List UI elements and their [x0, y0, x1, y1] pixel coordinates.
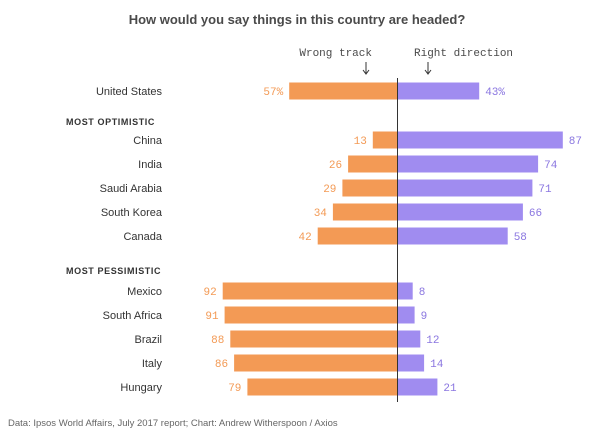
bar-wrong-track [348, 155, 398, 173]
value-label-wrong: 26 [329, 160, 342, 172]
value-label-right: 71 [538, 184, 552, 196]
value-label-wrong: 13 [354, 136, 367, 148]
value-label-right: 87 [569, 136, 582, 148]
arrow-down-icon [362, 62, 370, 75]
bar-right-direction [397, 155, 539, 173]
category-label: Mexico [127, 286, 162, 298]
bar-right-direction [397, 179, 533, 197]
category-label: South Korea [101, 207, 163, 219]
value-label-wrong: 88 [211, 335, 224, 347]
bar-wrong-track [372, 131, 398, 149]
value-label-wrong: 92 [203, 287, 216, 299]
value-label-right: 66 [529, 208, 542, 220]
bar-right-direction [397, 82, 480, 100]
category-label: Canada [123, 231, 162, 243]
value-label-right: 9 [421, 311, 428, 323]
value-label-wrong: 42 [298, 232, 311, 244]
legend-wrong-track: Wrong track [299, 48, 372, 60]
bar-wrong-track [234, 354, 398, 372]
bar-right-direction [397, 354, 425, 372]
bar-right-direction [397, 203, 523, 221]
bar-wrong-track [230, 330, 398, 348]
category-label: Saudi Arabia [100, 183, 163, 195]
value-label-wrong: 57% [263, 87, 283, 99]
bar-wrong-track [222, 282, 398, 300]
section-label: MOST OPTIMISTIC [66, 117, 155, 127]
value-label-wrong: 79 [228, 383, 241, 395]
value-label-right: 21 [443, 383, 457, 395]
source-note: Data: Ipsos World Affairs, July 2017 rep… [8, 418, 338, 429]
bar-wrong-track [332, 203, 398, 221]
bars-layer: United States 57% 43% MOST OPTIMISTIC China 1… [66, 82, 582, 396]
chart-title: How would you say things in this country… [129, 12, 466, 27]
bar-right-direction [397, 282, 413, 300]
value-label-right: 14 [430, 359, 444, 371]
legend-right-direction: Right direction [414, 48, 513, 60]
value-label-right: 8 [419, 287, 426, 299]
bar-wrong-track [317, 227, 398, 245]
value-label-wrong: 86 [215, 359, 228, 371]
category-label: China [133, 135, 163, 147]
category-label: India [138, 159, 163, 171]
bar-right-direction [397, 330, 421, 348]
value-label-wrong: 91 [205, 311, 219, 323]
value-label-right: 43% [485, 87, 505, 99]
value-label-right: 58 [514, 232, 527, 244]
bar-wrong-track [289, 82, 398, 100]
bar-wrong-track [342, 179, 398, 197]
arrow-down-icon [424, 62, 432, 75]
value-label-wrong: 29 [323, 184, 336, 196]
category-label: Hungary [120, 382, 162, 394]
bar-right-direction [397, 306, 415, 324]
bar-right-direction [397, 378, 438, 396]
bar-right-direction [397, 227, 508, 245]
value-label-right: 74 [544, 160, 558, 172]
value-label-wrong: 34 [314, 208, 328, 220]
bar-right-direction [397, 131, 563, 149]
category-label: United States [96, 86, 163, 98]
bar-wrong-track [247, 378, 398, 396]
value-label-right: 12 [426, 335, 439, 347]
category-label: Italy [142, 358, 163, 370]
category-label: Brazil [134, 334, 162, 346]
category-label: South Africa [103, 310, 163, 322]
section-label: MOST PESSIMISTIC [66, 266, 161, 276]
bar-wrong-track [224, 306, 398, 324]
